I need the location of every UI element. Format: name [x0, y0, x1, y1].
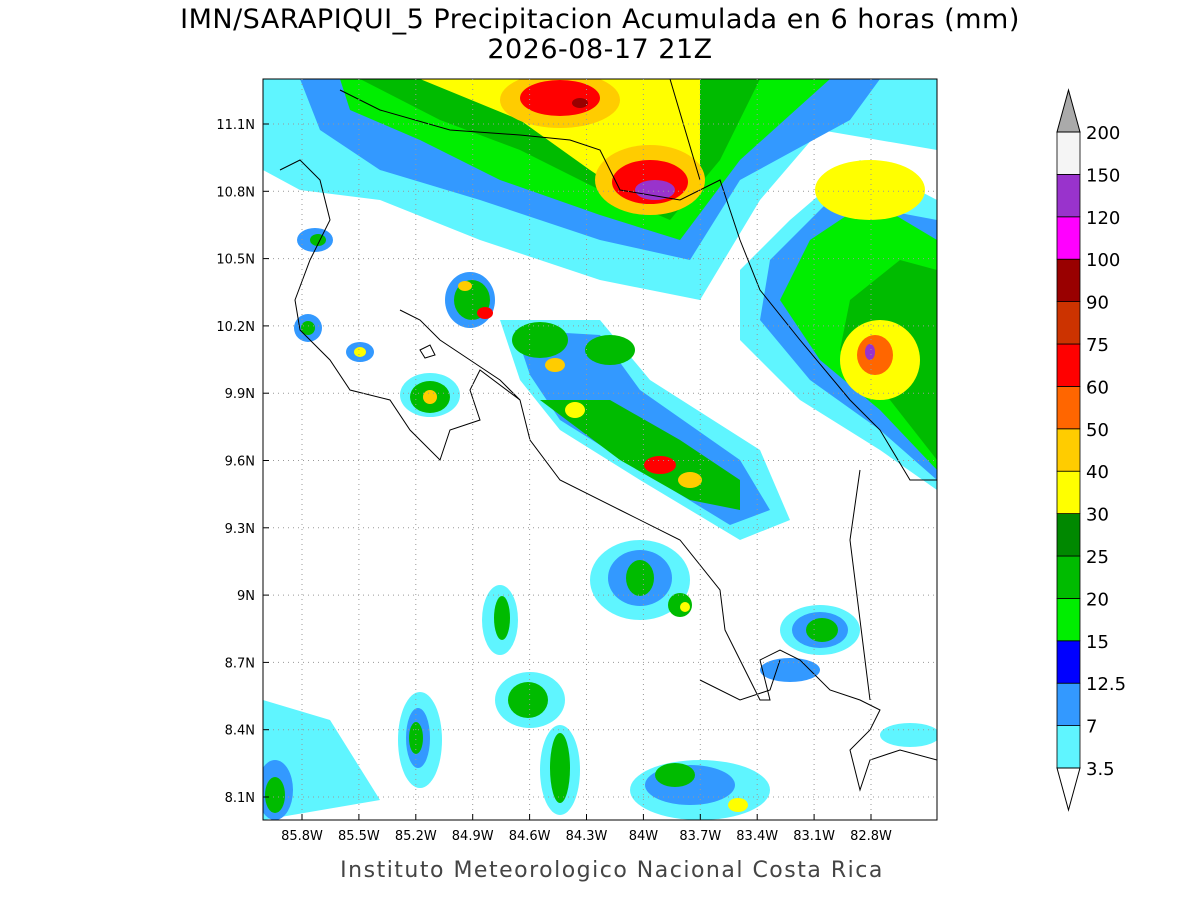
x-tick-label: 84W: [629, 829, 659, 844]
colorbar-segment: [1056, 385, 1081, 430]
y-tick-label: 8.4N: [225, 724, 255, 739]
colorbar-over: [1056, 88, 1081, 133]
y-tick-label: 10.8N: [216, 185, 255, 200]
colorbar-label: 20: [1086, 589, 1109, 610]
colorbar-segment: [1056, 428, 1081, 472]
colorbar: 3.5 7 12.5 15 20 25 30 40 50 60 75 90 100 120 150 200: [1056, 88, 1126, 812]
x-tick-label: 83.7W: [679, 829, 721, 844]
colorbar-under: [1056, 767, 1081, 812]
colorbar-label: 90: [1086, 293, 1109, 314]
x-tick-label: 84.9W: [452, 829, 494, 844]
colorbar-segment: [1056, 258, 1081, 303]
precip-field: [263, 79, 937, 820]
colorbar-segment: [1056, 301, 1081, 345]
colorbar-label: 15: [1086, 632, 1109, 653]
colorbar-segment: [1056, 343, 1081, 387]
colorbar-label: 200: [1086, 123, 1120, 144]
x-tick-label: 83.4W: [736, 829, 778, 844]
colorbar-label: 40: [1086, 462, 1109, 483]
y-tick-label: 11.1N: [216, 118, 255, 133]
y-tick-label: 8.1N: [225, 791, 255, 806]
x-tick-label: 85.2W: [395, 829, 437, 844]
y-tick-label: 9N: [237, 589, 255, 604]
colorbar-label: 50: [1086, 420, 1109, 441]
y-tick-label: 9.9N: [225, 387, 255, 402]
colorbar-label: 150: [1086, 165, 1120, 186]
plot-frame: [262, 78, 938, 821]
colorbar-label: 7: [1086, 717, 1097, 738]
footer: Instituto Meteorologico Nacional Costa R…: [340, 858, 884, 883]
grid: [263, 79, 937, 820]
colorbar-segment: [1056, 640, 1081, 684]
colorbar-segment: [1056, 555, 1081, 599]
colorbar-label: 60: [1086, 377, 1109, 398]
colorbar-label: 25: [1086, 547, 1109, 568]
x-tick-label: 85.8W: [281, 829, 323, 844]
title: IMN/SARAPIQUI_5 Precipitacion Acumulada …: [180, 4, 1020, 35]
y-tick-label: 8.7N: [225, 656, 255, 671]
colorbar-label: 12.5: [1086, 674, 1126, 695]
x-tick-label: 82.8W: [850, 829, 892, 844]
y-tick-label: 9.6N: [225, 455, 255, 470]
colorbar-label: 30: [1086, 505, 1109, 526]
colorbar-segment: [1056, 173, 1081, 218]
subtitle: 2026-08-17 21Z: [487, 34, 712, 65]
x-tick-label: 83.1W: [793, 829, 835, 844]
y-tick-label: 9.3N: [225, 522, 255, 537]
x-tick-label: 84.3W: [566, 829, 608, 844]
colorbar-label: 75: [1086, 335, 1109, 356]
colorbar-label: 3.5: [1086, 759, 1115, 780]
colorbar-label: 120: [1086, 208, 1120, 229]
y-tick-label: 10.2N: [216, 320, 255, 335]
colorbar-segment: [1056, 131, 1081, 175]
coastlines: [279, 79, 937, 792]
axis-ticks: 85.8W 85.5W 85.2W 84.9W 84.6W 84.3W 84W 83.7W 83…: [216, 118, 892, 844]
colorbar-segment: [1056, 470, 1081, 515]
y-tick-label: 10.5N: [216, 253, 255, 268]
colorbar-segment: [1056, 513, 1081, 557]
colorbar-segment: [1056, 598, 1081, 642]
colorbar-segment: [1056, 216, 1081, 260]
colorbar-label: 100: [1086, 250, 1120, 271]
colorbar-segment: [1056, 682, 1081, 727]
x-tick-label: 84.6W: [509, 829, 551, 844]
x-tick-label: 85.5W: [338, 829, 380, 844]
colorbar-segment: [1056, 725, 1081, 769]
